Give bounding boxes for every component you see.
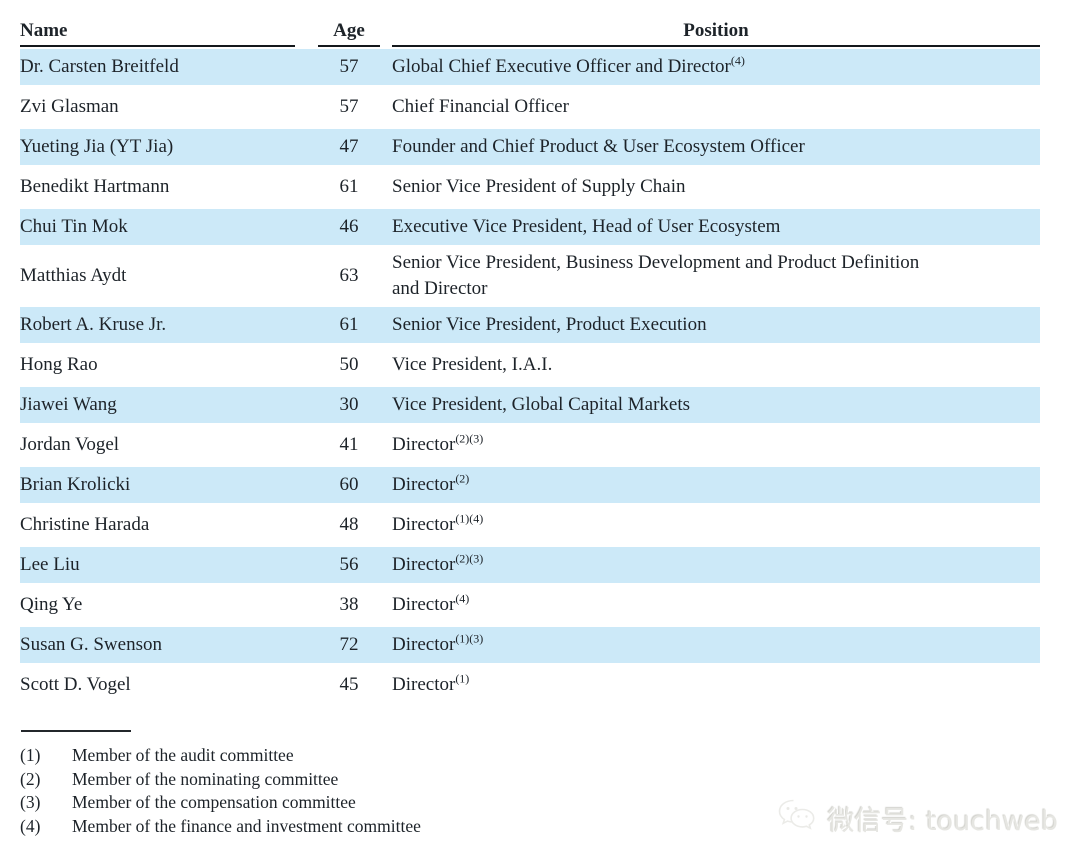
name-cell: Benedikt Hartmann [20,176,170,197]
column-header-name: Name [20,20,295,47]
name-cell: Qing Ye [20,594,83,615]
age-cell: 61 [339,176,359,197]
footnote-line: (1) Member of the audit committee [20,744,720,768]
name-cell: Robert A. Kruse Jr. [20,314,167,335]
name-cell: Jordan Vogel [20,434,120,455]
position-cell: Global Chief Executive Officer and Direc… [392,53,745,77]
name-cell: Chui Tin Mok [20,216,128,237]
footnote-marker: (3) [20,792,41,812]
name-cell: Scott D. Vogel [20,674,131,695]
name-cell: Matthias Aydt [20,265,127,286]
name-cell: Brian Krolicki [20,474,131,495]
footnote-text: Member of the compensation committee [72,792,356,812]
age-cell: 47 [339,136,359,157]
position-cell: Director(1)(4) [392,511,484,535]
age-cell: 45 [339,674,359,695]
footnote-reference: (1)(4) [455,511,484,526]
table-row: Lee Liu 56 Director(2)(3) [20,545,1040,585]
footnote-separator-rule [21,730,131,732]
age-cell: 63 [339,265,359,286]
table-row: Yueting Jia (YT Jia) 47 Founder and Chief … [20,127,1040,167]
table-row: Benedikt Hartmann 61 Senior Vice President… [20,167,1040,207]
footnote-reference: (2)(3) [455,551,484,566]
position-cell: Executive Vice President, Head of User E… [392,216,781,237]
footnote-reference: (4) [730,53,745,68]
name-cell: Zvi Glasman [20,96,119,117]
name-cell: Yueting Jia (YT Jia) [20,136,174,157]
table-row: Susan G. Swenson 72 Director(1)(3) [20,625,1040,665]
footnote-reference: (1)(3) [455,631,484,646]
position-cell: Founder and Chief Product & User Ecosyst… [392,136,805,157]
footnote-text: Member of the audit committee [72,745,294,765]
table-row: Zvi Glasman 57 Chief Financial Officer [20,87,1040,127]
footnote-text: Member of the nominating committee [72,768,339,789]
age-cell: 46 [339,216,359,237]
footnote-marker: (2) [20,768,41,789]
age-cell: 30 [339,394,359,415]
age-cell: 57 [339,96,359,117]
footnote-line: (2) Member of the nominating committee [20,768,720,792]
position-cell: Senior Vice President, Business Developm… [392,252,920,299]
table-row: Dr. Carsten Breitfeld 57 Global Chief Exec… [20,47,1040,87]
position-cell: Senior Vice President of Supply Chain [392,176,686,197]
position-cell: Director(2)(3) [392,431,484,455]
footnote-reference: (4) [455,591,470,606]
age-cell: 38 [339,594,359,615]
footnote-line: (3) Member of the compensation committee [20,791,720,815]
watermark-text: 微信号: touchweb [827,806,1058,837]
footnote-marker: (1) [20,745,41,765]
name-cell: Jiawei Wang [20,394,117,415]
name-cell: Christine Harada [20,514,150,535]
table-row: Jordan Vogel 41 Director(2)(3) [20,425,1040,465]
footnote-reference: (2) [455,471,470,486]
footnote-marker: (4) [20,815,41,836]
name-cell: Lee Liu [20,554,80,575]
age-cell: 56 [339,554,359,575]
name-cell: Susan G. Swenson [20,634,162,655]
position-cell: Director(1)(3) [392,631,484,655]
footnote-reference: (1) [455,671,470,686]
column-header-position: Position [392,20,1040,47]
age-cell: 60 [339,474,359,495]
position-cell: Chief Financial Officer [392,96,569,117]
position-cell: Vice President, Global Capital Markets [392,394,691,415]
table-row: Chui Tin Mok 46 Executive Vice President, … [20,207,1040,247]
position-cell: Senior Vice President, Product Execution [392,314,707,335]
footnotes-section: (1) Member of the audit committee (2) Membe… [20,730,720,838]
wechat-icon [777,798,819,839]
position-cell: Director(2) [392,471,470,495]
table-row: Robert A. Kruse Jr. 61 Senior Vice Preside… [20,305,1040,345]
table-row: Hong Rao 50 Vice President, I.A.I. [20,345,1040,385]
footnote-reference: (2)(3) [455,431,484,446]
name-cell: Hong Rao [20,354,98,375]
footnote-line: (4) Member of the finance and investment … [20,815,720,839]
name-cell: Dr. Carsten Breitfeld [20,56,179,77]
position-cell: Director(1) [392,671,470,695]
management-table: Name Age Position Dr. Carsten Breitfeld 5… [20,20,1040,705]
age-cell: 57 [339,56,359,77]
table-row: Matthias Aydt 63 Senior Vice President, Bu… [20,247,1040,305]
column-header-age: Age [318,20,380,47]
age-cell: 61 [339,314,359,335]
footnote-text: Member of the finance and investment com… [72,815,421,836]
age-cell: 48 [339,514,359,535]
watermark: 微信号: touchweb [777,798,1058,839]
table-row: Scott D. Vogel 45 Director(1) [20,665,1040,705]
table-row: Brian Krolicki 60 Director(2) [20,465,1040,505]
age-cell: 50 [339,354,359,375]
position-cell: Director(4) [392,591,470,615]
age-cell: 72 [339,634,359,655]
table-header-row: Name Age Position [20,20,1040,47]
age-cell: 41 [339,434,359,455]
position-cell: Vice President, I.A.I. [392,354,553,375]
table-row: Christine Harada 48 Director(1)(4) [20,505,1040,545]
position-cell: Director(2)(3) [392,551,484,575]
table-body: Dr. Carsten Breitfeld 57 Global Chief Exec… [20,47,1040,705]
table-row: Jiawei Wang 30 Vice President, Global Capi… [20,385,1040,425]
table-row: Qing Ye 38 Director(4) [20,585,1040,625]
